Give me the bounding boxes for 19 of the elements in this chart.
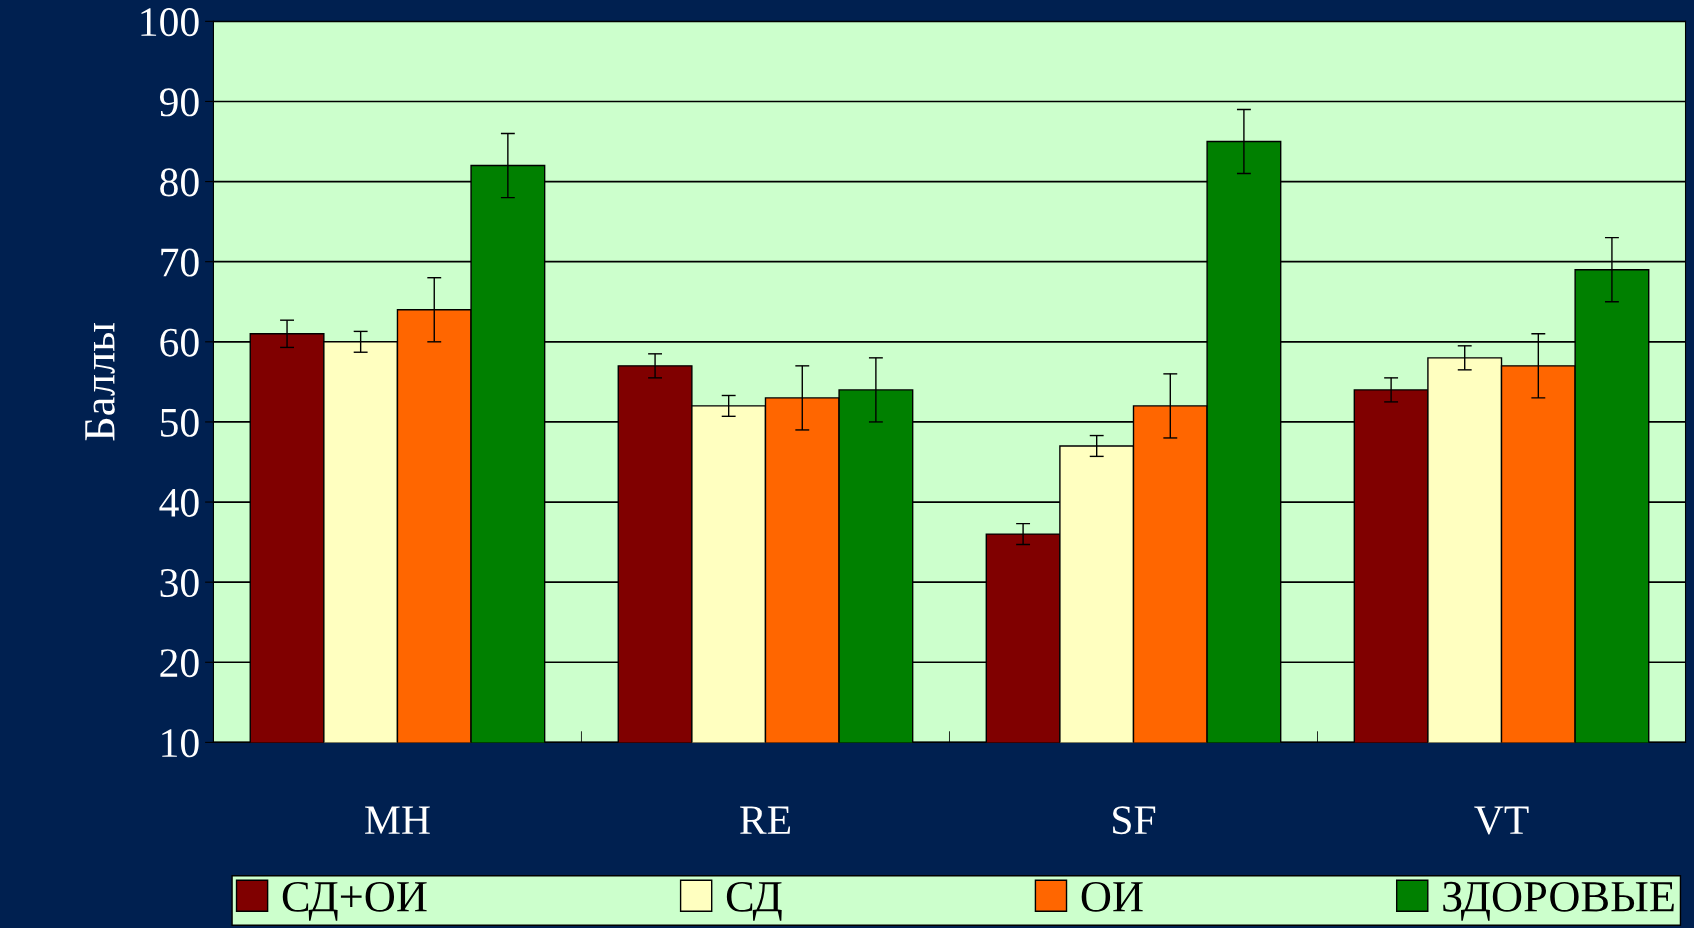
legend-label: СД+ОИ	[282, 881, 427, 921]
y-tick-label: 80	[160, 168, 199, 197]
y-tick-label: 40	[159, 488, 199, 517]
y-tick-label: 50	[161, 408, 199, 437]
y-tick-label: 60	[160, 328, 199, 357]
x-tick-label: MH	[365, 806, 430, 834]
legend-label: СД	[726, 881, 782, 921]
y-tick-label: 90	[159, 88, 199, 117]
y-tick-label: 10	[162, 729, 199, 758]
y-tick-label: 30	[160, 568, 199, 598]
legend-label: ЗДОРОВЫЕ	[1443, 881, 1674, 921]
x-tick-label: RE	[740, 806, 791, 834]
x-tick-label: SF	[1113, 806, 1156, 835]
x-tick-label: VT	[1474, 806, 1529, 835]
legend-label: ОИ	[1081, 881, 1143, 912]
y-tick-label: 20	[160, 649, 199, 678]
y-tick-label: 70	[161, 248, 199, 277]
y-axis-title: Баллы	[85, 322, 115, 441]
y-tick-label: 100	[141, 8, 199, 37]
